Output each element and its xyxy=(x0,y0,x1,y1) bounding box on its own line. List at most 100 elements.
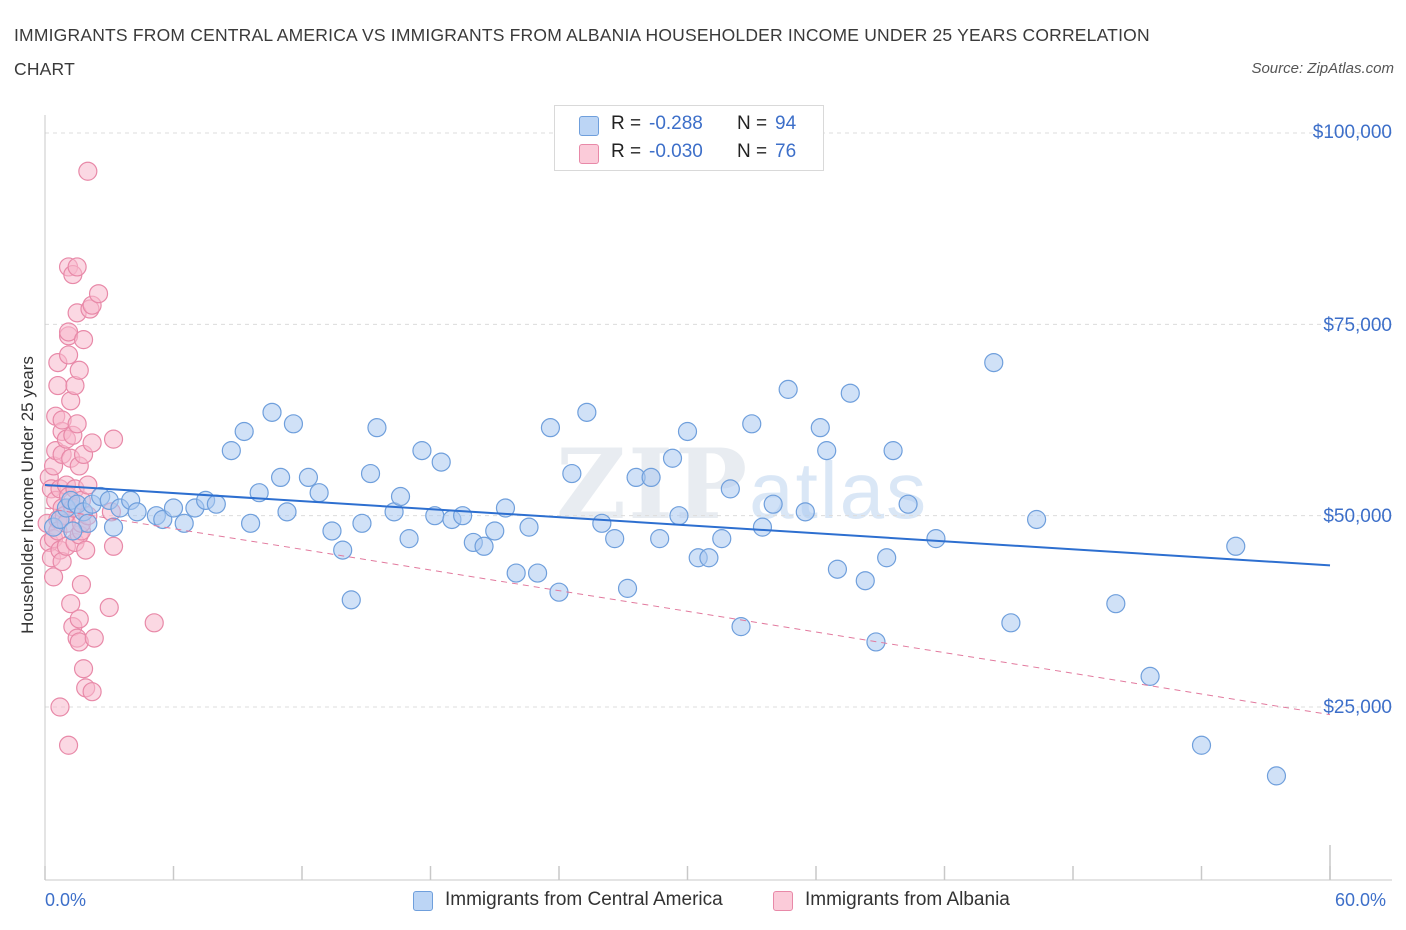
data-point xyxy=(63,521,83,541)
data-point xyxy=(795,502,815,522)
data-point xyxy=(720,479,740,499)
data-point xyxy=(669,506,689,526)
bottom-legend-label: Immigrants from Albania xyxy=(805,889,1010,910)
data-point xyxy=(50,697,70,717)
series-central-america-points xyxy=(43,353,1287,786)
data-point xyxy=(78,161,98,181)
data-point xyxy=(752,517,773,537)
axes xyxy=(44,115,1392,881)
data-point xyxy=(241,513,261,533)
data-point xyxy=(650,529,670,549)
bottom-legend-swatch-blue xyxy=(413,891,433,911)
y-tick-label-100000: $100,000 xyxy=(1312,122,1392,143)
data-point xyxy=(731,617,751,637)
trend-line-central-america xyxy=(44,484,1331,567)
data-point xyxy=(699,548,719,568)
data-point xyxy=(277,502,297,522)
data-point xyxy=(810,418,830,438)
data-point xyxy=(855,571,875,591)
data-point xyxy=(234,421,254,442)
data-point xyxy=(67,257,87,277)
data-point xyxy=(82,433,102,453)
legend-r-value: -0.288 xyxy=(649,113,703,134)
trend-line-albania xyxy=(44,507,1331,716)
data-point xyxy=(333,540,353,560)
data-point xyxy=(474,536,494,556)
data-point xyxy=(103,536,124,556)
data-point xyxy=(298,467,319,487)
data-point xyxy=(61,594,81,614)
data-point xyxy=(73,330,94,350)
data-point xyxy=(926,529,946,549)
data-point xyxy=(360,463,381,484)
legend-swatch-pink xyxy=(579,144,599,164)
legend-n-label: N = xyxy=(737,141,768,162)
data-point xyxy=(485,521,505,541)
data-point xyxy=(641,467,661,487)
data-point xyxy=(58,345,79,365)
data-point xyxy=(163,498,184,518)
data-point xyxy=(341,590,361,610)
data-point xyxy=(58,735,79,755)
data-point xyxy=(88,284,109,304)
data-point xyxy=(206,494,226,514)
y-axis-title: Householder Income Under 25 years xyxy=(18,356,37,634)
data-point xyxy=(519,517,539,537)
data-point xyxy=(592,513,612,533)
trend-lines xyxy=(44,484,1331,716)
legend-swatch-blue xyxy=(579,116,599,136)
legend-n-value: 76 xyxy=(775,141,797,162)
data-point xyxy=(662,448,683,468)
data-point xyxy=(78,513,98,533)
data-point xyxy=(99,597,119,618)
data-point xyxy=(58,322,79,342)
data-point xyxy=(1191,735,1212,755)
data-point xyxy=(1026,509,1047,530)
data-point xyxy=(82,682,102,702)
x-tick-label-max: 60.0% xyxy=(1335,890,1387,910)
series-albania-points xyxy=(37,161,164,755)
legend-r-value: -0.030 xyxy=(649,141,703,162)
data-point xyxy=(562,463,582,484)
data-point xyxy=(144,613,164,633)
legend-n-label: N = xyxy=(737,113,768,134)
data-point xyxy=(540,418,561,438)
data-point xyxy=(605,529,625,549)
data-point xyxy=(840,383,860,403)
data-point xyxy=(103,429,124,449)
data-point xyxy=(984,353,1004,373)
data-point xyxy=(412,441,432,461)
data-point xyxy=(352,513,372,533)
data-point xyxy=(431,452,451,472)
legend-n-value: 94 xyxy=(775,113,797,134)
data-point xyxy=(1140,666,1160,686)
data-point xyxy=(549,582,569,602)
bottom-legend-label: Immigrants from Central America xyxy=(445,889,723,910)
data-point xyxy=(367,418,387,438)
chart-source: Source: ZipAtlas.com xyxy=(1251,60,1394,77)
data-point xyxy=(898,494,918,514)
data-point xyxy=(778,379,798,399)
data-point xyxy=(127,502,147,522)
data-point xyxy=(1226,536,1246,556)
data-point xyxy=(283,414,304,434)
x-tick-label-min: 0.0% xyxy=(45,890,87,910)
y-tick-label-50000: $50,000 xyxy=(1323,506,1392,527)
data-point xyxy=(577,402,597,422)
data-point xyxy=(390,486,411,507)
grid-lines xyxy=(45,132,1392,708)
data-point xyxy=(763,494,783,514)
data-point xyxy=(262,402,282,422)
data-point xyxy=(69,609,89,629)
data-point xyxy=(78,475,98,495)
data-point xyxy=(43,567,64,587)
data-point xyxy=(71,574,92,595)
data-point xyxy=(84,628,104,648)
data-point xyxy=(69,360,89,380)
data-point xyxy=(617,578,638,598)
y-tick-label-25000: $25,000 xyxy=(1323,697,1392,718)
data-point xyxy=(76,540,96,560)
data-point xyxy=(712,529,732,549)
data-point xyxy=(174,513,194,533)
